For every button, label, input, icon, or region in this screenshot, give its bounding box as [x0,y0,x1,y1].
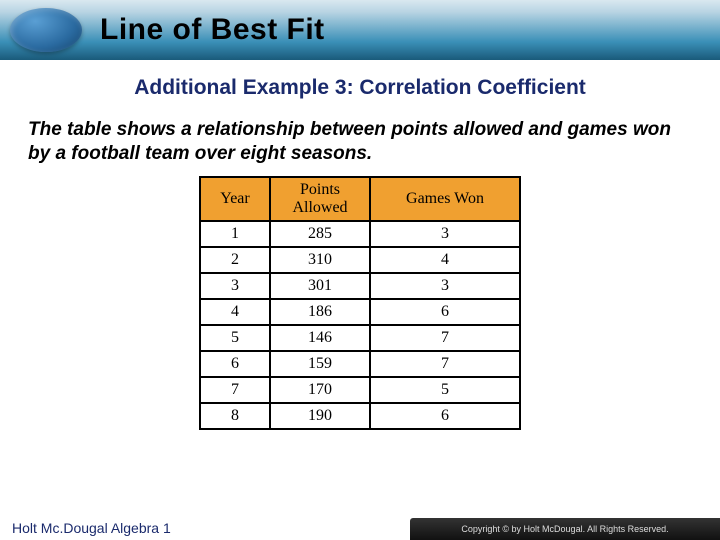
cell-games: 4 [370,247,520,273]
data-table: Year Points Allowed Games Won 1 285 3 2 … [199,176,521,431]
table-row: 4 186 6 [200,299,520,325]
table-row: 6 159 7 [200,351,520,377]
table-row: 5 146 7 [200,325,520,351]
table-row: 1 285 3 [200,221,520,247]
cell-points: 310 [270,247,370,273]
cell-year: 6 [200,351,270,377]
table-row: 2 310 4 [200,247,520,273]
table-row: 3 301 3 [200,273,520,299]
cell-points: 301 [270,273,370,299]
footer-copyright: Copyright © by Holt McDougal. All Rights… [410,518,720,540]
footer-textbook-name: Holt Mc.Dougal Algebra 1 [12,520,171,536]
cell-games: 5 [370,377,520,403]
cell-year: 5 [200,325,270,351]
table-header-row: Year Points Allowed Games Won [200,177,520,222]
cell-year: 3 [200,273,270,299]
col-header-year: Year [200,177,270,222]
cell-games: 3 [370,221,520,247]
table-row: 7 170 5 [200,377,520,403]
cell-year: 7 [200,377,270,403]
cell-points: 159 [270,351,370,377]
cell-games: 3 [370,273,520,299]
col-header-points: Points Allowed [270,177,370,222]
cell-points: 186 [270,299,370,325]
slide-footer: Holt Mc.Dougal Algebra 1 Copyright © by … [0,516,720,540]
cell-games: 7 [370,325,520,351]
table-row: 8 190 6 [200,403,520,429]
slide-subtitle: Additional Example 3: Correlation Coeffi… [0,76,720,100]
cell-points: 285 [270,221,370,247]
slide-title: Line of Best Fit [100,13,325,47]
problem-description: The table shows a relationship between p… [28,118,692,166]
cell-games: 6 [370,403,520,429]
cell-year: 1 [200,221,270,247]
cell-year: 8 [200,403,270,429]
col-header-games: Games Won [370,177,520,222]
slide-header: Line of Best Fit [0,0,720,60]
cell-points: 190 [270,403,370,429]
header-oval-decoration [10,8,82,52]
cell-points: 146 [270,325,370,351]
cell-points: 170 [270,377,370,403]
cell-games: 6 [370,299,520,325]
cell-year: 4 [200,299,270,325]
cell-games: 7 [370,351,520,377]
cell-year: 2 [200,247,270,273]
